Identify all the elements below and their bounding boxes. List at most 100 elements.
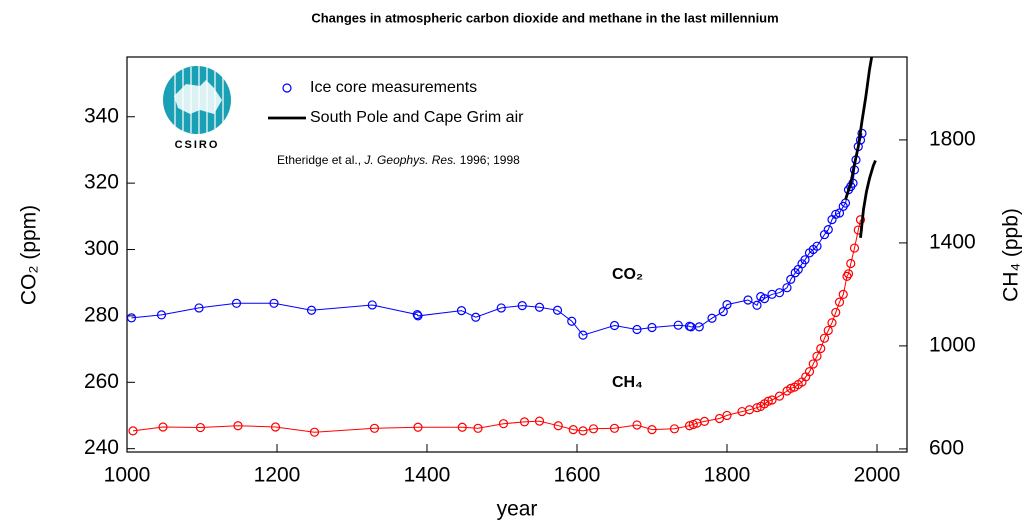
data-point xyxy=(127,313,137,323)
data-point xyxy=(456,305,467,316)
data-point xyxy=(714,413,725,424)
x-tick-label: 1800 xyxy=(704,464,751,487)
legend-label: South Pole and Cape Grim air xyxy=(310,109,524,126)
x-tick-label: 1400 xyxy=(404,464,451,487)
chart-title: Changes in atmospheric carbon dioxide an… xyxy=(311,10,778,25)
data-point xyxy=(568,424,578,435)
x-tick-label: 2000 xyxy=(854,464,901,487)
data-point xyxy=(367,300,377,310)
y2-tick-label: 1800 xyxy=(929,127,976,150)
data-point xyxy=(270,422,281,432)
data-point xyxy=(831,307,841,318)
data-point xyxy=(552,305,563,315)
data-point xyxy=(609,423,620,433)
data-point xyxy=(647,424,657,435)
data-point xyxy=(588,424,599,434)
data-point xyxy=(517,301,527,311)
data-point xyxy=(567,316,577,326)
data-point xyxy=(309,427,320,437)
data-point xyxy=(471,312,481,322)
data-point xyxy=(609,320,620,331)
data-point xyxy=(673,320,683,330)
data-point xyxy=(842,271,852,281)
data-point xyxy=(473,423,483,433)
data-point xyxy=(195,422,206,433)
citation: Etheridge et al., J. Geophys. Res. 1996;… xyxy=(277,153,520,167)
data-point xyxy=(158,422,168,432)
data-point xyxy=(498,419,509,429)
data-point xyxy=(774,391,785,401)
data-point xyxy=(831,209,841,219)
data-point xyxy=(534,416,545,426)
legend-label: Ice core measurements xyxy=(310,79,477,96)
data-point xyxy=(128,426,138,436)
data-point xyxy=(843,269,854,279)
y2-axis-label: CH₄ (ppb) xyxy=(1000,208,1023,302)
citation-part: Etheridge et al., xyxy=(277,153,364,167)
data-point xyxy=(752,300,762,310)
data-point xyxy=(269,298,279,308)
x-axis-label: year xyxy=(497,498,538,520)
data-point xyxy=(834,297,845,307)
data-point xyxy=(233,421,243,431)
data-point xyxy=(534,302,545,312)
y-tick-label: 320 xyxy=(84,171,119,194)
data-point xyxy=(819,333,830,343)
data-point xyxy=(578,426,588,436)
x-tick-label: 1600 xyxy=(554,464,601,487)
data-point xyxy=(669,424,680,434)
plot-frame xyxy=(126,56,908,453)
data-point xyxy=(632,420,642,430)
logo-text: CSIRO xyxy=(175,139,220,151)
data-point xyxy=(699,416,710,426)
data-point xyxy=(752,403,762,413)
data-point xyxy=(519,417,530,427)
data-point xyxy=(722,300,732,310)
data-point xyxy=(812,351,822,361)
data-point xyxy=(156,310,167,320)
data-point xyxy=(306,305,317,315)
y2-tick-label: 600 xyxy=(929,436,964,459)
series-label: CH₄ xyxy=(612,374,643,391)
data-point xyxy=(823,225,833,235)
air-line xyxy=(859,159,877,238)
data-point xyxy=(786,274,796,284)
data-point xyxy=(194,303,204,313)
data-point xyxy=(846,258,856,269)
data-point xyxy=(855,215,866,225)
y-tick-label: 240 xyxy=(84,436,119,459)
data-point xyxy=(688,419,698,430)
data-point xyxy=(413,311,423,321)
fit-line xyxy=(132,219,861,433)
data-point xyxy=(496,303,506,313)
data-point xyxy=(457,422,467,432)
x-tick-label: 1000 xyxy=(104,464,151,487)
y2-tick-label: 1400 xyxy=(929,230,976,253)
data-point xyxy=(804,367,815,377)
y-axis-label: CO₂ (ppm) xyxy=(18,205,41,305)
data-point xyxy=(694,322,704,332)
air-line xyxy=(844,57,874,201)
fit-line xyxy=(131,133,863,336)
citation-part: 1996; 1998 xyxy=(456,153,520,167)
plot-area xyxy=(127,57,877,437)
data-point xyxy=(849,243,860,253)
data-point xyxy=(707,313,717,323)
y2-tick-label: 1000 xyxy=(929,333,976,356)
citation-part: J. Geophys. Res. xyxy=(363,153,456,167)
y-tick-label: 280 xyxy=(84,303,119,326)
data-point xyxy=(782,283,792,293)
data-point xyxy=(763,396,773,406)
data-point xyxy=(632,324,642,335)
data-point xyxy=(578,330,588,340)
data-point xyxy=(808,359,818,369)
data-point xyxy=(812,241,822,251)
data-point xyxy=(553,421,563,431)
data-point xyxy=(838,289,848,300)
data-point xyxy=(743,295,753,305)
logo: CSIRO xyxy=(163,66,231,151)
data-point xyxy=(774,288,785,298)
y-tick-label: 340 xyxy=(84,104,119,127)
series-label: CO₂ xyxy=(612,266,643,283)
